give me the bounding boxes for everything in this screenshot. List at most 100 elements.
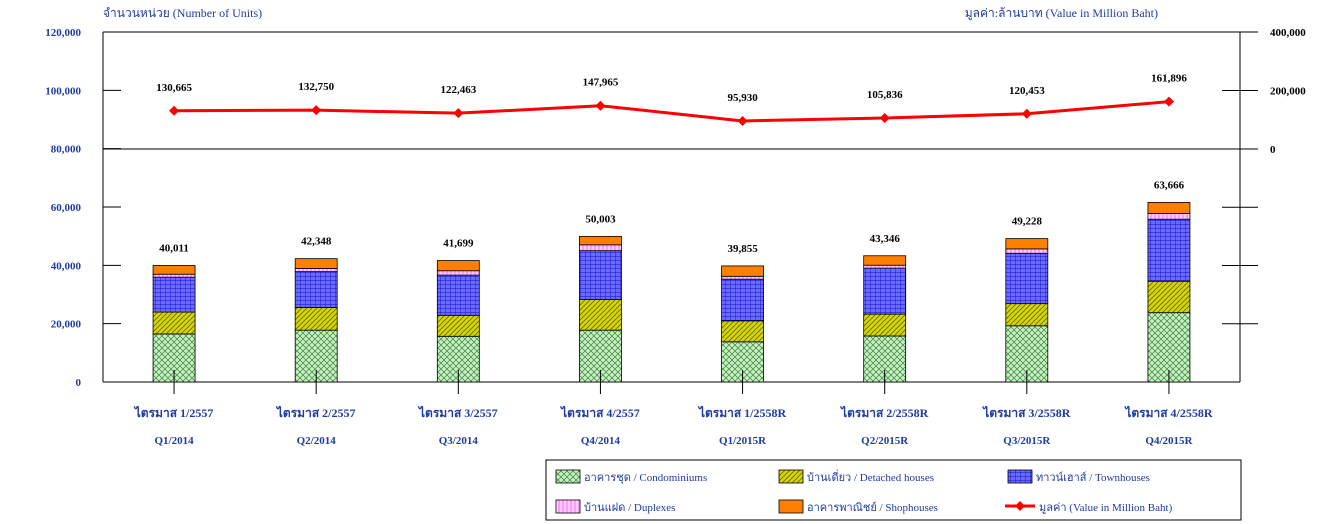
bar-segment-duplexes <box>721 275 764 280</box>
bar-segment-duplexes <box>152 273 196 278</box>
bar-total-label: 42,348 <box>301 236 332 248</box>
legend-marker-value <box>1015 501 1025 511</box>
value-data-label: 130,665 <box>156 82 192 94</box>
x-label-thai: ไตรมาส 3/2558R <box>981 405 1071 420</box>
bar-segment-townhouses <box>294 271 338 308</box>
x-label-thai: ไตรมาส 4/2557 <box>559 405 640 420</box>
x-label-quarter: Q4/2015R <box>1145 435 1193 447</box>
x-label-quarter: Q3/2014 <box>439 435 479 447</box>
bar-segment-detached-houses <box>152 311 196 335</box>
x-label-thai: ไตรมาส 3/2557 <box>417 405 498 420</box>
bar-segment-duplexes <box>1147 212 1191 220</box>
value-data-label: 105,836 <box>867 89 903 101</box>
x-label-quarter: Q4/2014 <box>581 435 621 447</box>
legend-swatch-detached-houses <box>778 469 804 484</box>
bar-total-label: 43,346 <box>870 233 901 245</box>
x-label-quarter: Q1/2014 <box>155 435 195 447</box>
x-label-quarter: Q3/2015R <box>1003 435 1051 447</box>
left-tick-label: 40,000 <box>51 260 82 272</box>
bar-segment-detached-houses <box>1147 280 1191 314</box>
bar-segment-townhouses <box>721 278 764 322</box>
x-label-quarter: Q2/2014 <box>297 435 337 447</box>
right-tick-label: 200,000 <box>1270 86 1306 98</box>
bar-total-label: 50,003 <box>585 213 616 225</box>
value-data-label: 120,453 <box>1009 85 1045 97</box>
legend-item-value: มูลค่า (Value in Million Baht) <box>1005 501 1173 514</box>
bar-segment-detached-houses <box>579 299 622 331</box>
left-tick-label: 120,000 <box>45 27 81 39</box>
bar-segment-shophouses <box>863 255 907 266</box>
bar-total-label: 40,011 <box>159 242 189 254</box>
bar-segment-shophouses <box>721 265 764 277</box>
legend-item-duplexes: บ้านแฝด / Duplexes <box>555 499 675 514</box>
value-line <box>174 100 1170 123</box>
x-label-thai: ไตรมาส 2/2558R <box>839 405 929 420</box>
value-marker <box>453 108 464 119</box>
bar-segment-shophouses <box>152 265 196 275</box>
value-marker <box>1163 96 1174 107</box>
bar-segment-townhouses <box>152 276 196 313</box>
value-marker <box>737 115 748 126</box>
legend-box <box>545 459 1242 521</box>
bar-segment-duplexes <box>579 244 622 252</box>
bar-segment-shophouses <box>436 260 480 272</box>
legend-item-condominiums: อาคารชุด / Condominiums <box>555 469 707 484</box>
right-tick-label: 400,000 <box>1270 27 1306 39</box>
legend-swatch-duplexes <box>555 499 581 514</box>
bar-segment-townhouses <box>579 250 622 300</box>
bar-segment-duplexes <box>1005 248 1049 254</box>
legend-swatch-townhouses <box>1007 469 1033 484</box>
x-label-thai: ไตรมาส 1/2557 <box>133 405 214 420</box>
bar-segment-shophouses <box>1147 201 1191 214</box>
right-tick-label: 0 <box>1270 144 1276 156</box>
left-axis-title: จำนวนหน่วย (Number of Units) <box>103 6 262 20</box>
x-label-quarter: Q2/2015R <box>861 435 909 447</box>
bar-segment-duplexes <box>294 268 338 273</box>
legend-label-townhouses: ทาวน์เฮาส์ / Townhouses <box>1036 471 1150 484</box>
legend-swatch-condominiums <box>555 469 581 484</box>
bar-total-label: 63,666 <box>1154 179 1185 191</box>
legend-label-condominiums: อาคารชุด / Condominiums <box>584 472 707 484</box>
legend-swatch-shophouses <box>778 499 804 514</box>
bar-segment-shophouses <box>579 235 622 246</box>
value-data-label: 122,463 <box>440 84 476 96</box>
bar-total-label: 41,699 <box>443 238 474 250</box>
value-data-label: 95,930 <box>727 92 758 104</box>
legend-label-shophouses: อาคารพาณิชย์ / Shophouses <box>807 501 938 514</box>
value-marker <box>595 100 606 111</box>
bar-segment-townhouses <box>1147 218 1191 282</box>
legend-label-duplexes: บ้านแฝด / Duplexes <box>584 502 675 514</box>
right-axis-title: มูลค่า:ล้านบาท (Value in Million Baht) <box>965 6 1158 21</box>
x-label-thai: ไตรมาส 1/2558R <box>697 405 787 420</box>
bar-segment-shophouses <box>1005 238 1049 250</box>
bar-segment-detached-houses <box>436 314 480 337</box>
bar-total-label: 49,228 <box>1012 216 1043 228</box>
bar-total-label: 39,855 <box>727 243 758 255</box>
bar-segment-detached-houses <box>721 320 764 343</box>
bar-segment-townhouses <box>436 274 480 316</box>
x-label-thai: ไตรมาส 2/2557 <box>275 405 356 420</box>
legend-label-detached-houses: บ้านเดี่ยว / Detached houses <box>807 469 934 484</box>
left-tick-label: 20,000 <box>51 319 82 331</box>
legend-item-detached-houses: บ้านเดี่ยว / Detached houses <box>778 469 934 484</box>
x-label-thai: ไตรมาส 4/2558R <box>1123 405 1213 420</box>
legend-item-townhouses: ทาวน์เฮาส์ / Townhouses <box>1007 469 1150 484</box>
legend-item-shophouses: อาคารพาณิชย์ / Shophouses <box>778 499 938 514</box>
value-marker <box>311 105 322 116</box>
bar-segment-duplexes <box>436 270 480 276</box>
value-data-label: 161,896 <box>1151 73 1187 85</box>
value-marker <box>1021 108 1032 119</box>
bar-segment-townhouses <box>863 267 907 315</box>
bar-segment-detached-houses <box>1005 303 1049 327</box>
value-data-label: 132,750 <box>298 81 334 93</box>
bar-segment-shophouses <box>294 258 338 269</box>
left-tick-label: 80,000 <box>51 144 82 156</box>
bar-segment-duplexes <box>863 264 907 269</box>
left-tick-label: 100,000 <box>45 85 81 97</box>
value-data-label: 147,965 <box>583 77 619 89</box>
bar-segment-townhouses <box>1005 252 1049 305</box>
legend-label-value: มูลค่า (Value in Million Baht) <box>1039 502 1173 514</box>
value-marker <box>169 105 180 116</box>
bar-segment-detached-houses <box>294 307 338 331</box>
